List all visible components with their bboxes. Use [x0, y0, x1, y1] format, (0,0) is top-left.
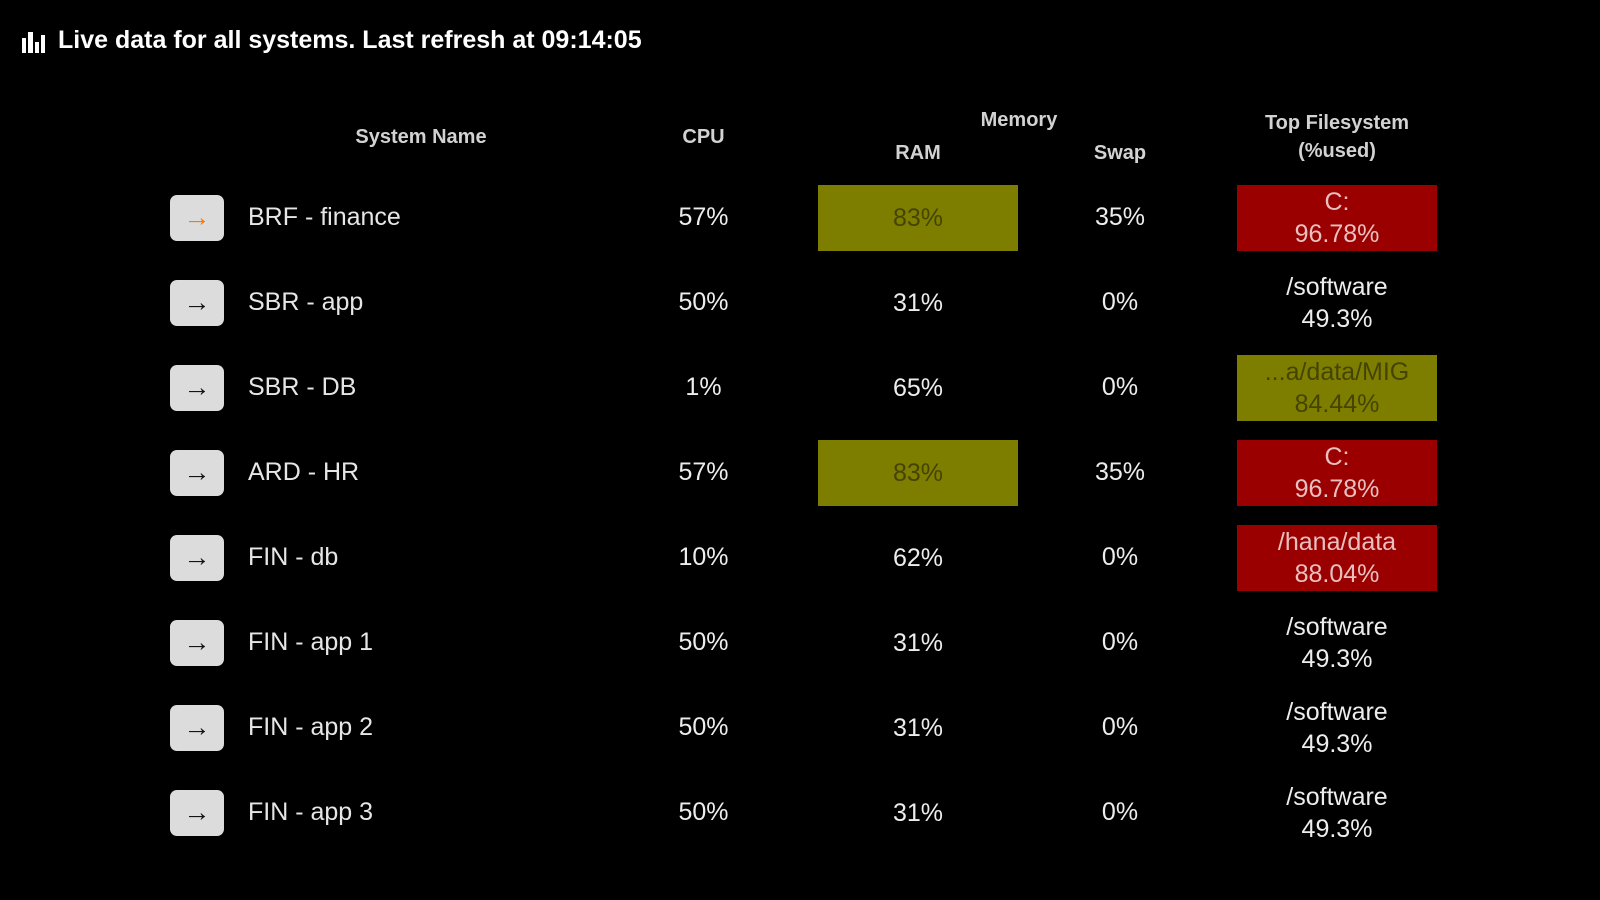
filesystem-percent: 96.78% — [1294, 474, 1380, 503]
ram-value: 31% — [892, 713, 944, 742]
column-header-memory: Memory — [980, 109, 1058, 131]
swap-value: 0% — [1101, 288, 1139, 316]
top-filesystem-value: /software 49.3% — [1237, 780, 1437, 846]
table-row: → SBR - DB 1% 65% 0% ...a/data/MIG 84.44… — [0, 345, 1600, 430]
open-system-button[interactable]: → — [170, 279, 224, 326]
open-system-button[interactable]: → — [170, 449, 224, 496]
ram-value: 83% — [818, 439, 1018, 506]
cpu-value: 50% — [678, 798, 729, 826]
cpu-value: 57% — [678, 458, 729, 486]
open-system-button[interactable]: → — [170, 194, 224, 241]
cpu-value: 50% — [678, 628, 729, 656]
top-filesystem-value: C: 96.78% — [1237, 439, 1437, 506]
cpu-value: 50% — [678, 713, 729, 741]
filesystem-path: /software — [1286, 272, 1388, 301]
table-row: → FIN - app 2 50% 31% 0% /software 49.3% — [0, 685, 1600, 770]
system-name: SBR - DB — [248, 373, 357, 401]
table-row: → FIN - app 1 50% 31% 0% /software 49.3% — [0, 600, 1600, 685]
column-header-cpu: CPU — [682, 125, 725, 148]
swap-value: 0% — [1101, 628, 1139, 656]
column-header-system-name: System Name — [355, 125, 487, 148]
filesystem-percent: 88.04% — [1294, 559, 1380, 588]
ram-value: 65% — [892, 373, 944, 402]
arrow-right-icon: → — [183, 202, 211, 232]
open-system-button[interactable]: → — [170, 789, 224, 836]
ram-value: 31% — [892, 798, 944, 827]
filesystem-percent: 49.3% — [1301, 729, 1373, 758]
system-name: FIN - db — [248, 543, 339, 571]
filesystem-percent: 49.3% — [1301, 304, 1373, 333]
swap-value: 35% — [1094, 458, 1146, 486]
open-system-button[interactable]: → — [170, 619, 224, 666]
ram-value: 62% — [892, 543, 944, 572]
filesystem-path: C: — [1324, 187, 1350, 216]
filesystem-percent: 84.44% — [1294, 389, 1380, 418]
arrow-right-icon: → — [183, 287, 211, 317]
arrow-right-icon: → — [183, 712, 211, 742]
arrow-right-icon: → — [183, 797, 211, 827]
column-header-ram: RAM — [895, 142, 941, 164]
filesystem-path: /software — [1286, 782, 1388, 811]
cpu-value: 10% — [678, 543, 729, 571]
system-name: FIN - app 1 — [248, 628, 374, 656]
table-row: → ARD - HR 57% 83% 35% C: 96.78% — [0, 430, 1600, 515]
arrow-right-icon: → — [183, 627, 211, 657]
page-header: Live data for all systems. Last refresh … — [0, 0, 1600, 55]
open-system-button[interactable]: → — [170, 534, 224, 581]
top-filesystem-value: /software 49.3% — [1237, 270, 1437, 336]
filesystem-path: /hana/data — [1277, 527, 1397, 556]
system-name: FIN - app 3 — [248, 798, 374, 826]
filesystem-path: C: — [1324, 442, 1350, 471]
table-row: → BRF - finance 57% 83% 35% C: 96.78% — [0, 175, 1600, 260]
swap-value: 35% — [1094, 203, 1146, 231]
cpu-value: 50% — [678, 288, 729, 316]
system-name: FIN - app 2 — [248, 713, 374, 741]
page-title: Live data for all systems. Last refresh … — [58, 26, 642, 54]
top-filesystem-value: ...a/data/MIG 84.44% — [1237, 354, 1437, 421]
open-system-button[interactable]: → — [170, 704, 224, 751]
top-filesystem-value: /hana/data 88.04% — [1237, 524, 1437, 591]
ram-value: 83% — [818, 184, 1018, 251]
filesystem-path: /software — [1286, 697, 1388, 726]
arrow-right-icon: → — [183, 372, 211, 402]
ram-value: 31% — [892, 628, 944, 657]
system-name: BRF - finance — [248, 203, 401, 231]
column-header-top-filesystem-line2: (%used) — [1298, 140, 1376, 162]
bar-chart-icon — [22, 29, 46, 53]
top-filesystem-value: /software 49.3% — [1237, 610, 1437, 676]
open-system-button[interactable]: → — [170, 364, 224, 411]
filesystem-path: /software — [1286, 612, 1388, 641]
table-row: → FIN - app 3 50% 31% 0% /software 49.3% — [0, 770, 1600, 855]
ram-value: 31% — [892, 288, 944, 317]
arrow-right-icon: → — [183, 542, 211, 572]
column-header-top-filesystem: Top Filesystem (%used) — [1195, 109, 1479, 165]
column-header-swap: Swap — [1093, 142, 1147, 164]
swap-value: 0% — [1101, 713, 1139, 741]
cpu-value: 57% — [678, 203, 729, 231]
cpu-value: 1% — [685, 373, 722, 401]
table-row: → SBR - app 50% 31% 0% /software 49.3% — [0, 260, 1600, 345]
system-name: SBR - app — [248, 288, 364, 316]
swap-value: 0% — [1101, 798, 1139, 826]
column-header-top-filesystem-line1: Top Filesystem — [1264, 112, 1410, 134]
top-filesystem-value: C: 96.78% — [1237, 184, 1437, 251]
arrow-right-icon: → — [183, 457, 211, 487]
swap-value: 0% — [1101, 373, 1139, 401]
table-row: → FIN - db 10% 62% 0% /hana/data 88.04% — [0, 515, 1600, 600]
filesystem-percent: 49.3% — [1301, 644, 1373, 673]
top-filesystem-value: /software 49.3% — [1237, 695, 1437, 761]
system-name: ARD - HR — [248, 458, 360, 486]
swap-value: 0% — [1101, 543, 1139, 571]
filesystem-percent: 96.78% — [1294, 219, 1380, 248]
filesystem-percent: 49.3% — [1301, 814, 1373, 843]
table-header: System Name CPU Memory RAM Swap Top File… — [0, 109, 1600, 165]
systems-table: → BRF - finance 57% 83% 35% C: 96.78% → … — [0, 175, 1600, 855]
filesystem-path: ...a/data/MIG — [1264, 357, 1410, 386]
